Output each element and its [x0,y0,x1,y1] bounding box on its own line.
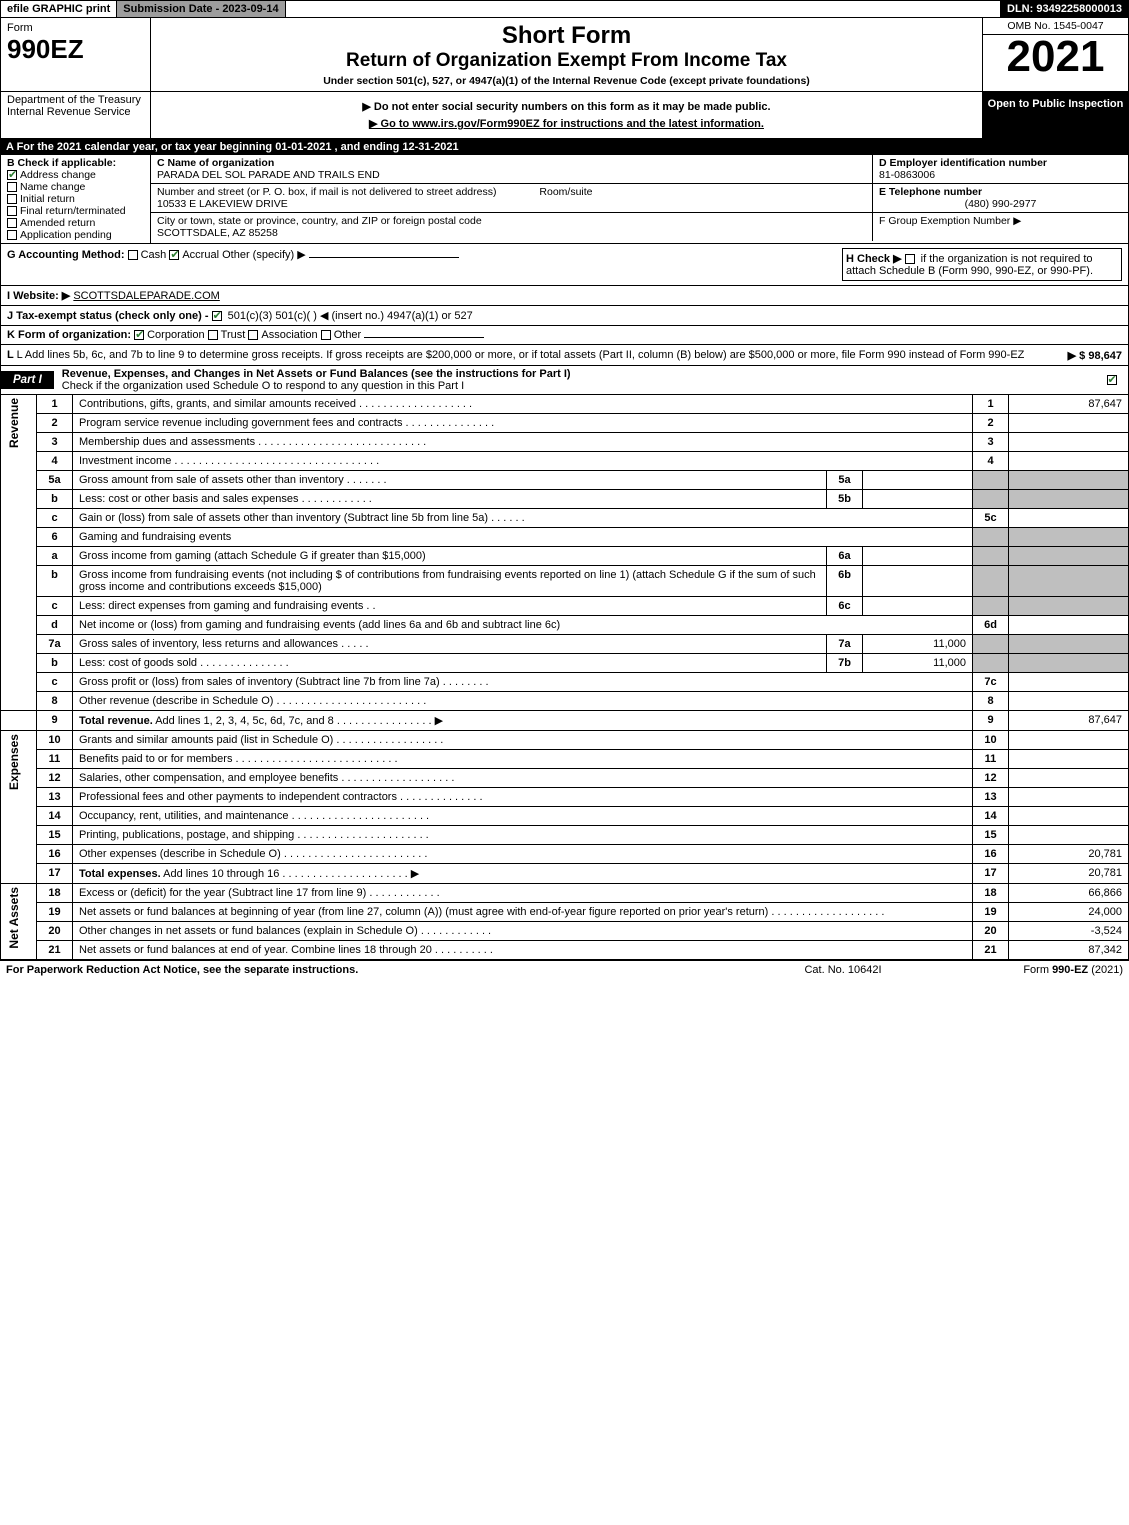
table-row: 5aGross amount from sale of assets other… [1,471,1129,490]
table-row: 16Other expenses (describe in Schedule O… [1,845,1129,864]
phone-value: (480) 990-2977 [879,198,1122,210]
room-label: Room/suite [539,186,592,198]
row-g-h: G Accounting Method: Cash Accrual Other … [0,244,1129,286]
table-row: 4Investment income . . . . . . . . . . .… [1,452,1129,471]
pending-checkbox[interactable] [7,230,17,240]
website-link[interactable]: SCOTTSDALEPARADE.COM [73,290,220,302]
accrual-checkbox[interactable] [169,250,179,260]
table-row: 8Other revenue (describe in Schedule O) … [1,692,1129,711]
tax-year: 2021 [983,35,1128,79]
cash-checkbox[interactable] [128,250,138,260]
row-i: I Website: ▶ SCOTTSDALEPARADE.COM [0,286,1129,306]
form-label: Form [7,22,144,34]
table-row: 12Salaries, other compensation, and empl… [1,769,1129,788]
dept-label: Department of the Treasury Internal Reve… [1,92,151,138]
table-row: 20Other changes in net assets or fund ba… [1,922,1129,941]
topbar: efile GRAPHIC print Submission Date - 20… [0,0,1129,18]
efile-label: efile GRAPHIC print [1,1,117,17]
table-row: 7aGross sales of inventory, less returns… [1,635,1129,654]
org-name-label: C Name of organization [157,157,866,169]
city-label: City or town, state or province, country… [157,215,866,227]
trust-checkbox[interactable] [208,330,218,340]
amended-checkbox[interactable] [7,218,17,228]
501c3-checkbox[interactable] [212,311,222,321]
city-value: SCOTTSDALE, AZ 85258 [157,227,866,239]
table-row: aGross income from gaming (attach Schedu… [1,547,1129,566]
table-row: 6Gaming and fundraising events [1,528,1129,547]
short-form-title: Short Form [155,22,978,50]
table-row: 17Total expenses. Add lines 10 through 1… [1,864,1129,884]
table-row: 19Net assets or fund balances at beginni… [1,903,1129,922]
table-row: Net Assets 18Excess or (deficit) for the… [1,884,1129,903]
table-row: cGross profit or (loss) from sales of in… [1,673,1129,692]
table-row: 2Program service revenue including gover… [1,414,1129,433]
final-return-checkbox[interactable] [7,206,17,216]
schedule-o-checkbox[interactable] [1107,375,1117,385]
footer-left: For Paperwork Reduction Act Notice, see … [6,964,743,976]
initial-return-checkbox[interactable] [7,194,17,204]
header-row: Form 990EZ Short Form Return of Organiza… [0,18,1129,92]
submission-date: Submission Date - 2023-09-14 [117,1,285,17]
phone-label: E Telephone number [879,186,1122,198]
part-1-header: Part I Revenue, Expenses, and Changes in… [0,366,1129,395]
street-label: Number and street (or P. O. box, if mail… [157,186,496,198]
return-title: Return of Organization Exempt From Incom… [155,50,978,72]
schedule-b-checkbox[interactable] [905,254,915,264]
table-row: bGross income from fundraising events (n… [1,566,1129,597]
row-j: J Tax-exempt status (check only one) - 5… [0,306,1129,326]
goto-link[interactable]: ▶ Go to www.irs.gov/Form990EZ for instru… [155,117,978,130]
part-1-label: Part I [1,371,54,389]
table-row: 21Net assets or fund balances at end of … [1,941,1129,960]
table-row: dNet income or (loss) from gaming and fu… [1,616,1129,635]
table-row: Revenue 1Contributions, gifts, grants, a… [1,395,1129,414]
table-row: bLess: cost of goods sold . . . . . . . … [1,654,1129,673]
section-a: A For the 2021 calendar year, or tax yea… [0,139,1129,155]
footer: For Paperwork Reduction Act Notice, see … [0,960,1129,979]
section-b-through-f: B Check if applicable: Address change Na… [0,155,1129,244]
ein-value: 81-0863006 [879,169,1122,181]
table-row: 3Membership dues and assessments . . . .… [1,433,1129,452]
ssn-warning: ▶ Do not enter social security numbers o… [155,100,978,113]
part-1-table: Revenue 1Contributions, gifts, grants, a… [0,395,1129,960]
row-k: K Form of organization: Corporation Trus… [0,326,1129,345]
footer-center: Cat. No. 10642I [743,964,943,976]
table-row: cLess: direct expenses from gaming and f… [1,597,1129,616]
footer-right: Form 990-EZ (2021) [943,964,1123,976]
assoc-checkbox[interactable] [248,330,258,340]
form-number: 990EZ [7,34,144,65]
open-to-public: Open to Public Inspection [983,92,1128,138]
table-row: 14Occupancy, rent, utilities, and mainte… [1,807,1129,826]
table-row: Expenses 10Grants and similar amounts pa… [1,731,1129,750]
under-section: Under section 501(c), 527, or 4947(a)(1)… [155,75,978,87]
dln: DLN: 93492258000013 [1001,1,1128,17]
table-row: bLess: cost or other basis and sales exp… [1,490,1129,509]
gross-receipts: ▶ $ 98,647 [1068,349,1122,362]
table-row: cGain or (loss) from sale of assets othe… [1,509,1129,528]
table-row: 13Professional fees and other payments t… [1,788,1129,807]
section-b: B Check if applicable: Address change Na… [1,155,151,243]
corp-checkbox[interactable] [134,330,144,340]
group-exemption-label: F Group Exemption Number ▶ [879,215,1122,227]
table-row: 9Total revenue. Total revenue. Add lines… [1,711,1129,731]
street-value: 10533 E LAKEVIEW DRIVE [157,198,866,210]
address-change-checkbox[interactable] [7,170,17,180]
header-row-2: Department of the Treasury Internal Reve… [0,92,1129,139]
row-l: L L Add lines 5b, 6c, and 7b to line 9 t… [0,345,1129,366]
name-change-checkbox[interactable] [7,182,17,192]
ein-label: D Employer identification number [879,157,1122,169]
table-row: 11Benefits paid to or for members . . . … [1,750,1129,769]
other-org-checkbox[interactable] [321,330,331,340]
table-row: 15Printing, publications, postage, and s… [1,826,1129,845]
org-name: PARADA DEL SOL PARADE AND TRAILS END [157,169,866,181]
